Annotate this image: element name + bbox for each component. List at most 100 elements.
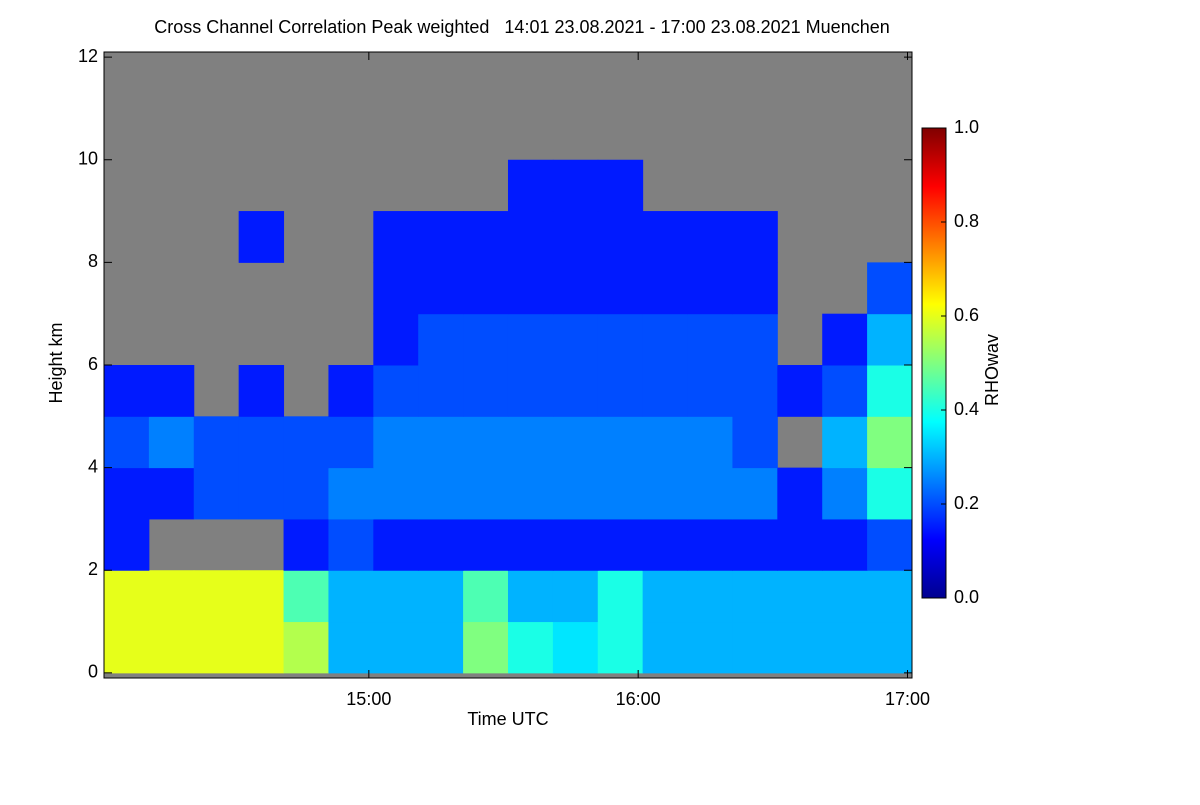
heatmap-cell <box>148 365 195 417</box>
heatmap-cell <box>463 262 509 315</box>
heatmap-cell <box>552 416 599 469</box>
heatmap-cell <box>373 365 419 417</box>
heatmap-cell <box>597 211 644 263</box>
heatmap-cell <box>732 570 778 623</box>
heatmap-cell <box>777 365 823 417</box>
heatmap-cell <box>642 262 689 315</box>
heatmap-cell <box>507 159 554 212</box>
heatmap-cell <box>463 467 509 520</box>
heatmap-cell <box>507 416 554 469</box>
heatmap-cell <box>507 621 554 674</box>
y-axis-label: Height km <box>46 322 66 403</box>
heatmap-cell <box>418 570 464 623</box>
heatmap-cell <box>104 467 150 520</box>
heatmap-cell <box>597 159 644 212</box>
heatmap-cell <box>418 211 464 263</box>
heatmap-cell <box>328 518 374 571</box>
heatmap-cell <box>463 621 509 674</box>
heatmap-cell <box>822 365 868 417</box>
heatmap-cell <box>463 518 509 571</box>
heatmap-cell <box>418 621 464 674</box>
y-tick-label: 12 <box>78 46 98 66</box>
heatmap-cell <box>193 467 240 520</box>
heatmap-cell <box>597 262 644 315</box>
heatmap-cell <box>418 467 464 520</box>
heatmap-cell <box>373 621 419 674</box>
heatmap-cell <box>463 416 509 469</box>
heatmap-cell <box>463 570 509 623</box>
y-tick-label: 4 <box>88 456 98 476</box>
heatmap-cell <box>418 313 464 366</box>
heatmap-cell <box>283 467 329 520</box>
heatmap-cell <box>822 416 868 469</box>
heatmap-cell <box>328 416 374 469</box>
heatmap-cell <box>687 416 733 469</box>
heatmap-cell <box>732 467 778 520</box>
heatmap-cell <box>238 211 285 263</box>
colorbar-tick-label: 1.0 <box>954 117 979 137</box>
heatmap-cell <box>732 518 778 571</box>
heatmap-cell <box>732 621 778 674</box>
chart-title: Cross Channel Correlation Peak weighted … <box>154 17 890 37</box>
heatmap-cell <box>552 467 599 520</box>
heatmap-cell <box>238 570 285 623</box>
heatmap-cell <box>507 570 554 623</box>
heatmap-cell <box>867 313 912 366</box>
heatmap-cell <box>238 621 285 674</box>
heatmap-cell <box>418 416 464 469</box>
heatmap-cell <box>867 365 912 417</box>
heatmap-cell <box>777 467 823 520</box>
heatmap-cell <box>193 570 240 623</box>
heatmap-cell <box>418 365 464 417</box>
heatmap-cell <box>373 313 419 366</box>
heatmap-cell <box>732 416 778 469</box>
heatmap-cell <box>507 467 554 520</box>
heatmap-cell <box>777 518 823 571</box>
heatmap-cell <box>642 416 689 469</box>
heatmap-cell <box>732 365 778 417</box>
heatmap-cell <box>104 518 150 571</box>
heatmap-cell <box>507 211 554 263</box>
heatmap-cell <box>552 518 599 571</box>
heatmap-cell <box>373 262 419 315</box>
colorbar-tick-label: 0.8 <box>954 211 979 231</box>
heatmap-cell <box>552 159 599 212</box>
heatmap-cell <box>597 313 644 366</box>
heatmap-cell <box>104 570 150 623</box>
y-tick-label: 10 <box>78 149 98 169</box>
heatmap-cell <box>104 365 150 417</box>
heatmap-cell <box>732 262 778 315</box>
heatmap-cell <box>867 570 912 623</box>
heatmap-cell <box>867 621 912 674</box>
heatmap-cell <box>104 621 150 674</box>
heatmap-cell <box>463 211 509 263</box>
heatmap-cell <box>687 621 733 674</box>
heatmap-cell <box>822 621 868 674</box>
x-axis-label: Time UTC <box>467 709 548 729</box>
heatmap-cell <box>597 416 644 469</box>
heatmap-cell <box>642 570 689 623</box>
heatmap-cell <box>822 570 868 623</box>
heatmap-cell <box>642 518 689 571</box>
heatmap-cell <box>642 621 689 674</box>
heatmap-cell <box>867 518 912 571</box>
heatmap-cell <box>552 313 599 366</box>
colorbar-tick-label: 0.2 <box>954 493 979 513</box>
heatmap-cell <box>597 621 644 674</box>
heatmap-cell <box>642 467 689 520</box>
heatmap-cell <box>463 313 509 366</box>
heatmap-cell <box>867 416 912 469</box>
heatmap-cell <box>148 467 195 520</box>
heatmap-cell <box>597 570 644 623</box>
colorbar-tick-label: 0.0 <box>954 587 979 607</box>
heatmap-cell <box>283 416 329 469</box>
heatmap-cell <box>373 211 419 263</box>
heatmap-cell <box>148 621 195 674</box>
heatmap-cell <box>193 621 240 674</box>
x-tick-label: 17:00 <box>885 689 930 709</box>
heatmap-cell <box>687 262 733 315</box>
y-tick-label: 2 <box>88 559 98 579</box>
heatmap-cell <box>507 262 554 315</box>
heatmap-cell <box>283 621 329 674</box>
